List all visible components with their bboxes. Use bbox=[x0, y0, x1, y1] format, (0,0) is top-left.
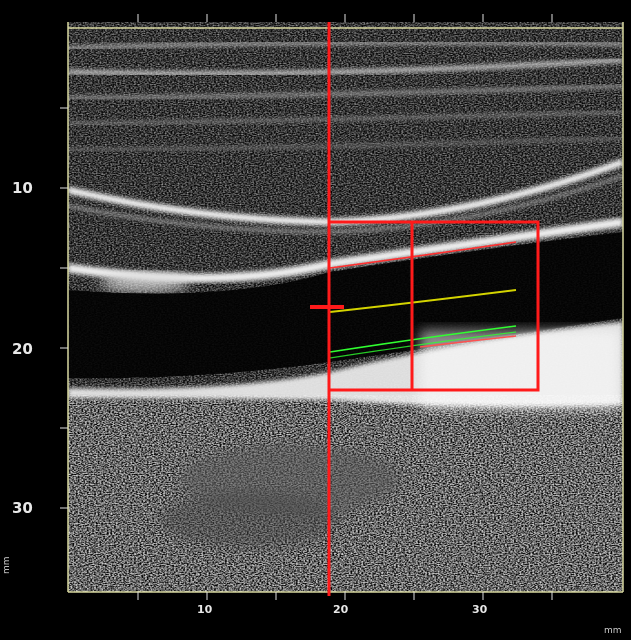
vessel-lumen bbox=[68, 232, 623, 379]
superficial-tissue-layers bbox=[68, 40, 623, 152]
frame-border bbox=[67, 22, 624, 593]
far-wall-adventitia-trace bbox=[419, 335, 517, 348]
far-wall-media-trace bbox=[329, 331, 517, 359]
far-wall-intima-trace bbox=[329, 325, 517, 353]
top-tick-marks bbox=[137, 14, 553, 22]
width-axis-label-10: 10 bbox=[197, 603, 213, 616]
width-axis-unit: mm bbox=[604, 626, 622, 636]
depth-axis-unit: mm bbox=[2, 556, 12, 574]
left-tick-marks bbox=[60, 107, 68, 509]
centerline-trace bbox=[329, 289, 517, 313]
width-axis-label-20: 20 bbox=[333, 603, 349, 616]
near-wall-intima-trace bbox=[329, 241, 517, 269]
depth-axis-label-30: 30 bbox=[12, 499, 33, 517]
depth-axis-label-20: 20 bbox=[12, 340, 33, 358]
depth-axis-label-10: 10 bbox=[12, 179, 33, 197]
width-axis-label-30: 30 bbox=[472, 603, 488, 616]
bottom-tick-marks bbox=[137, 592, 553, 600]
